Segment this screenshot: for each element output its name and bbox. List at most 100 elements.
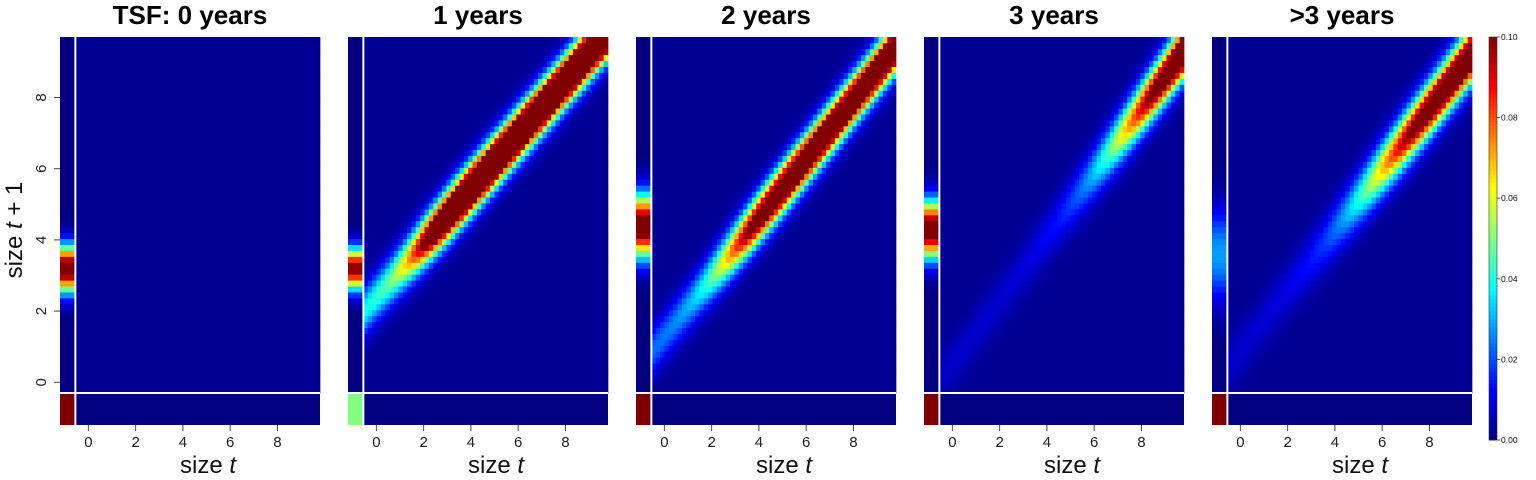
kernel-cell [198,239,203,245]
kernel-cell [202,328,207,334]
kernel-cell [259,221,264,227]
kernel-cell [250,334,255,340]
kernel-cell [250,363,255,369]
kernel-cell [88,84,93,90]
kernel-cell [311,292,316,298]
kernel-cell [272,369,277,375]
kernel-cell [233,79,238,85]
kernel-cell [224,346,229,352]
kernel-cell [294,144,299,150]
kernel-cell [403,334,408,340]
kernel-cell [411,227,416,233]
kernel-cell [433,262,438,268]
kernel-cell [438,257,443,263]
kernel-cell [220,298,225,304]
kernel-cell [403,310,408,316]
kernel-cell [459,257,464,263]
kernel-cell [189,173,194,179]
kernel-cell [407,162,412,168]
kernel-cell [272,274,277,280]
recruit-cell [60,49,75,55]
kernel-cell [211,227,216,233]
recruit-cell [60,280,75,286]
kernel-cell [224,43,229,49]
kernel-cell [220,96,225,102]
kernel-cell [220,292,225,298]
kernel-cell [137,73,142,79]
kernel-cell [281,150,286,156]
kernel-cell [464,162,469,168]
kernel-cell [110,340,115,346]
kernel-cell [220,286,225,292]
kernel-cell [307,179,312,185]
kernel-cell [250,310,255,316]
kernel-cell [429,221,434,227]
kernel-cell [80,215,85,221]
kernel-cell [442,191,447,197]
kernel-cell [420,310,425,316]
kernel-cell [106,369,111,375]
kernel-cell [163,102,168,108]
recruit-cell [60,132,75,138]
kernel-cell [128,340,133,346]
kernel-cell [398,120,403,126]
kernel-cell [294,215,299,221]
kernel-cell [259,173,264,179]
kernel-cell [416,262,421,268]
kernel-cell [250,203,255,209]
kernel-cell [289,185,294,191]
kernel-cell [198,316,203,322]
kernel-cell [394,245,399,251]
kernel-cell [198,168,203,174]
kernel-cell [425,227,430,233]
kernel-cell [285,61,290,67]
kernel-cell [250,73,255,79]
kernel-cell [442,209,447,215]
kernel-cell [433,179,438,185]
kernel-cell [294,108,299,114]
kernel-cell [228,191,233,197]
kernel-cell [433,126,438,132]
kernel-cell [376,251,381,257]
kernel-cell [233,245,238,251]
kernel-cell [268,340,273,346]
kernel-cell [254,363,259,369]
kernel-cell [298,102,303,108]
kernel-cell [254,221,259,227]
kernel-cell [250,156,255,162]
kernel-cell [464,310,469,316]
kernel-cell [233,197,238,203]
kernel-cell [298,185,303,191]
kernel-cell [420,61,425,67]
kernel-cell [468,262,473,268]
kernel-cell [376,185,381,191]
kernel-cell [102,55,107,61]
kernel-cell [215,150,220,156]
kernel-cell [411,197,416,203]
kernel-cell [407,351,412,357]
kernel-cell [464,179,469,185]
kernel-cell [411,363,416,369]
kernel-cell [106,304,111,310]
kernel-cell [446,203,451,209]
kernel-cell [385,340,390,346]
recruit-cell [60,168,75,174]
kernel-cell [459,96,464,102]
kernel-cell [407,132,412,138]
kernel-cell [228,381,233,387]
kernel-cell [215,90,220,96]
kernel-cell [442,304,447,310]
kernel-cell [132,251,137,257]
kernel-cell [451,322,456,328]
kernel-cell [106,102,111,108]
kernel-cell [241,298,246,304]
kernel-cell [167,144,172,150]
kernel-cell [429,340,434,346]
kernel-cell [233,43,238,49]
kernel-cell [215,144,220,150]
kernel-cell [137,197,142,203]
kernel-cell [88,90,93,96]
kernel-cell [311,221,316,227]
kernel-cell [442,221,447,227]
kernel-cell [224,162,229,168]
